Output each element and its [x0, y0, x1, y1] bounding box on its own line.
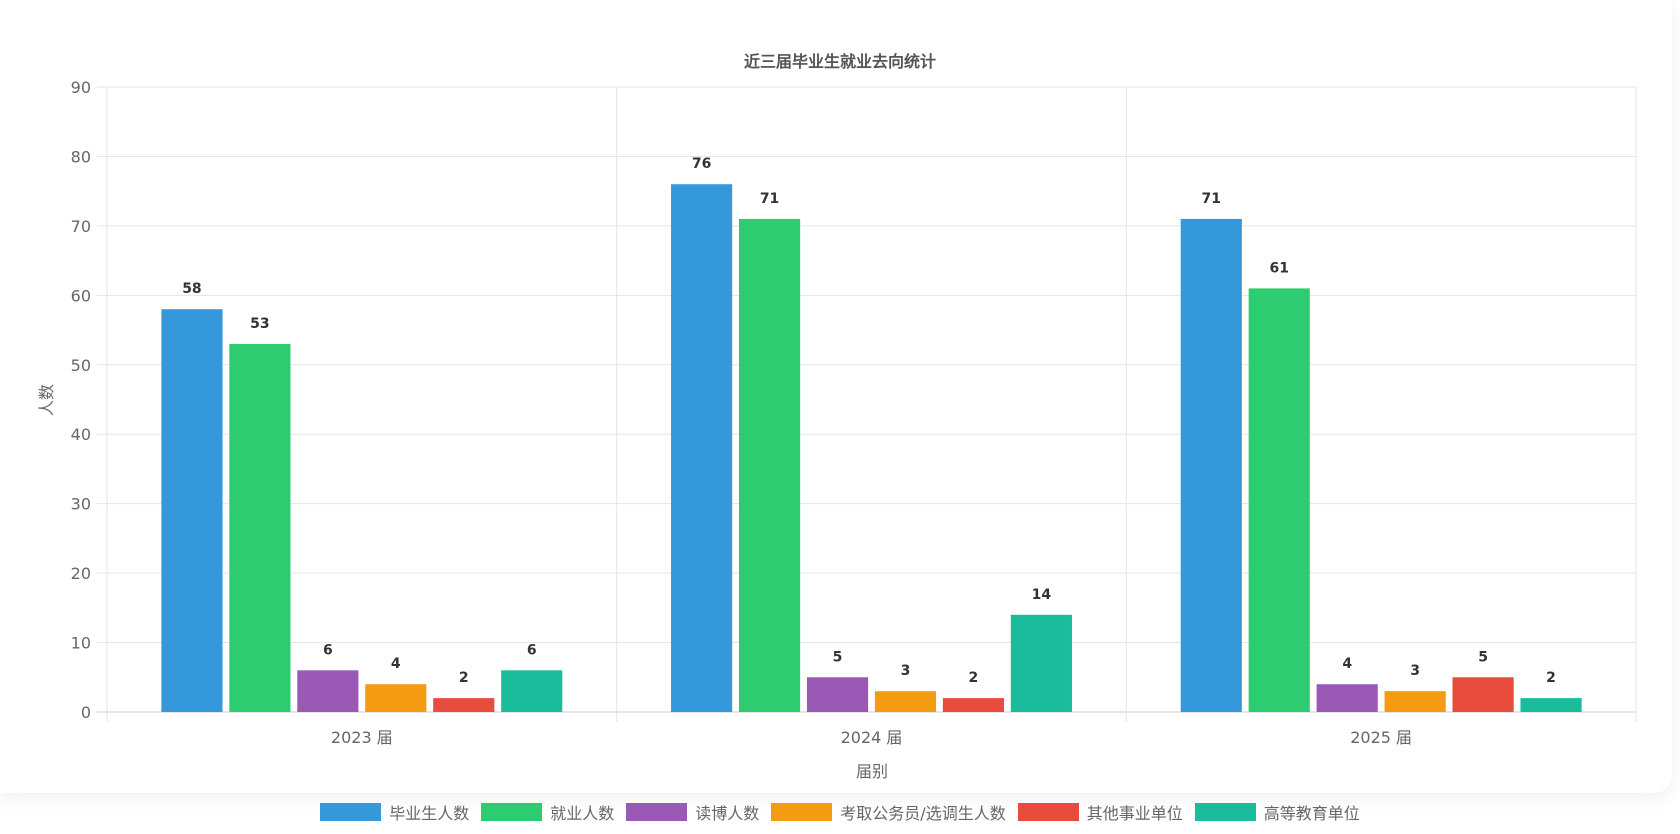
legend-label: 其他事业单位 — [1086, 804, 1183, 823]
bar — [671, 184, 733, 712]
y-axis-label: 人数 — [37, 384, 56, 416]
data-label: 3 — [1410, 663, 1420, 679]
y-tick-label: 40 — [71, 425, 91, 444]
bar — [365, 684, 427, 712]
legend-item[interactable]: 毕业生人数 — [320, 800, 469, 824]
legend-label: 就业人数 — [550, 804, 615, 823]
data-label: 53 — [250, 316, 269, 332]
bar — [1384, 691, 1446, 712]
data-label: 4 — [391, 656, 401, 672]
x-tick-label: 2023 届 — [331, 728, 393, 747]
y-tick-label: 50 — [71, 356, 91, 375]
data-label: 58 — [182, 281, 201, 297]
bar — [1520, 698, 1582, 712]
data-label: 76 — [692, 156, 711, 172]
data-label: 14 — [1032, 587, 1052, 603]
data-label: 6 — [527, 642, 537, 658]
legend-swatch — [320, 803, 382, 821]
bar — [942, 698, 1005, 712]
y-tick-label: 70 — [71, 217, 91, 236]
y-tick-label: 0 — [81, 703, 91, 722]
y-tick-label: 30 — [71, 495, 91, 514]
bar — [1180, 218, 1242, 712]
data-label: 71 — [760, 191, 779, 207]
x-tick-label: 2024 届 — [841, 728, 903, 747]
data-label: 61 — [1269, 260, 1288, 276]
data-label: 3 — [901, 663, 911, 679]
legend-label: 读博人数 — [695, 804, 760, 823]
data-label: 5 — [1478, 649, 1488, 665]
legend-swatch — [771, 803, 833, 821]
legend: 毕业生人数 就业人数 读博人数 考取公务员/选调生人数 其他事业单位 高等教育单位 — [0, 800, 1680, 824]
legend-label: 毕业生人数 — [389, 804, 470, 823]
y-tick-label: 10 — [71, 634, 91, 653]
y-tick-label: 20 — [71, 564, 91, 583]
data-label: 4 — [1342, 656, 1352, 672]
legend-label: 高等教育单位 — [1263, 804, 1360, 823]
bar — [806, 677, 869, 712]
legend-item[interactable]: 其他事业单位 — [1017, 800, 1183, 824]
legend-label: 考取公务员/选调生人数 — [840, 804, 1006, 823]
legend-swatch — [1194, 803, 1256, 821]
bar — [1010, 614, 1072, 712]
bar — [297, 670, 359, 712]
legend-item[interactable]: 读博人数 — [626, 800, 759, 824]
y-tick-label: 90 — [71, 78, 91, 97]
legend-item[interactable]: 就业人数 — [481, 800, 614, 824]
data-label: 5 — [833, 649, 843, 665]
legend-item[interactable]: 高等教育单位 — [1194, 800, 1360, 824]
bar — [874, 691, 937, 712]
chart-title: 近三届毕业生就业去向统计 — [744, 52, 936, 71]
legend-swatch — [481, 803, 543, 821]
bar — [738, 218, 801, 712]
x-tick-label: 2025 届 — [1350, 728, 1412, 747]
y-tick-label: 60 — [71, 286, 91, 305]
bar — [1452, 677, 1514, 712]
bar — [433, 698, 495, 712]
data-label: 2 — [969, 670, 979, 686]
legend-swatch — [626, 803, 688, 821]
bar — [501, 670, 563, 712]
bar — [161, 309, 223, 712]
bar — [1316, 684, 1378, 712]
bar — [229, 343, 291, 712]
data-label: 2 — [1546, 670, 1556, 686]
y-tick-label: 80 — [71, 147, 91, 166]
data-label: 71 — [1202, 191, 1221, 207]
data-label: 6 — [323, 642, 333, 658]
bar — [1248, 288, 1310, 712]
data-label: 2 — [459, 670, 469, 686]
legend-item[interactable]: 考取公务员/选调生人数 — [771, 800, 1006, 824]
x-axis-label: 届别 — [856, 762, 888, 781]
grid: 0 10 20 30 40 50 60 70 80 90 2023 届 2024 届 2025 届 — [71, 78, 1637, 747]
legend-swatch — [1017, 803, 1079, 821]
